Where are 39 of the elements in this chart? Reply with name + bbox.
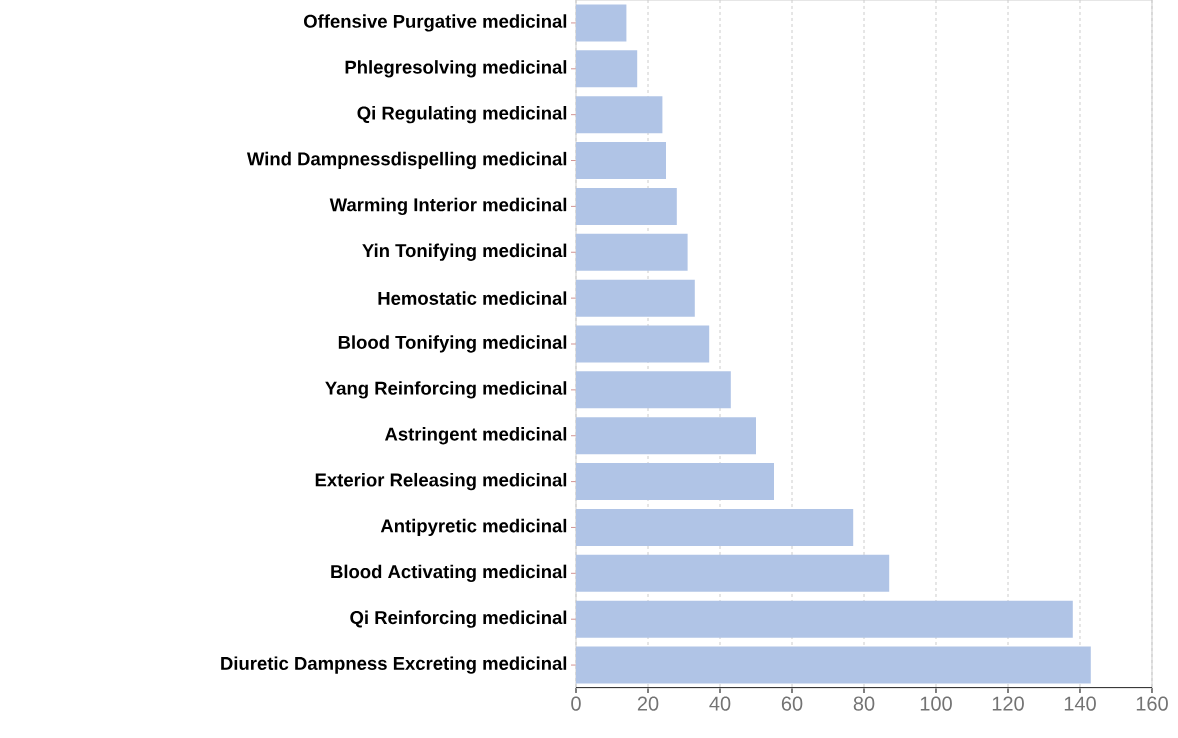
bar <box>576 279 695 317</box>
bar <box>576 233 688 271</box>
bar <box>576 142 666 180</box>
y-tick-label: Yang Reinforcing medicinal <box>325 381 567 399</box>
y-tick-label: Diuretic Dampness Excreting medicinal <box>221 656 567 674</box>
bar <box>576 463 774 501</box>
y-tick-label: Phlegresolving medicinal <box>345 60 567 78</box>
x-tick-label: 0 <box>571 696 581 711</box>
bar <box>576 4 627 42</box>
y-tick-label: Warming Interior medicinal <box>329 197 567 216</box>
x-tick-label: 120 <box>992 696 1024 711</box>
bar <box>576 600 1073 638</box>
y-tick-label: Blood Tonifying medicinal <box>338 335 567 353</box>
x-tick-label: 20 <box>637 696 659 711</box>
bar <box>576 508 854 546</box>
bar <box>576 554 890 592</box>
y-tick-label: Yin Tonifying medicinal <box>362 243 567 261</box>
x-tick-label: 100 <box>920 696 952 711</box>
y-tick-label: Wind Dampnessdispelling medicinal <box>246 151 567 170</box>
x-tick-label: 140 <box>1064 696 1096 711</box>
x-tick-label: 160 <box>1136 696 1168 711</box>
y-tick-label: Offensive Purgative medicinal <box>303 14 567 32</box>
bar <box>576 187 677 225</box>
bar <box>576 371 731 409</box>
bar <box>576 417 756 455</box>
bar <box>576 325 710 363</box>
y-tick-label: Blood Activating medicinal <box>331 564 567 582</box>
y-tick-label: Exterior Releasing medicinal <box>315 472 567 491</box>
y-tick-label: Qi Reinforcing medicinal <box>350 610 567 628</box>
x-tick-label: 60 <box>781 696 803 711</box>
y-tick-label: Antipyretic medicinal <box>380 518 567 537</box>
y-tick-label: Qi Regulating medicinal <box>357 106 567 124</box>
y-tick-label: Hemostatic medicinal <box>378 291 567 305</box>
y-tick-label: Astringent medicinal <box>384 427 567 445</box>
bar <box>576 96 663 134</box>
bar <box>576 50 638 88</box>
x-tick-label: 80 <box>853 696 875 711</box>
bar <box>576 646 1091 684</box>
x-tick-label: 40 <box>709 696 731 711</box>
